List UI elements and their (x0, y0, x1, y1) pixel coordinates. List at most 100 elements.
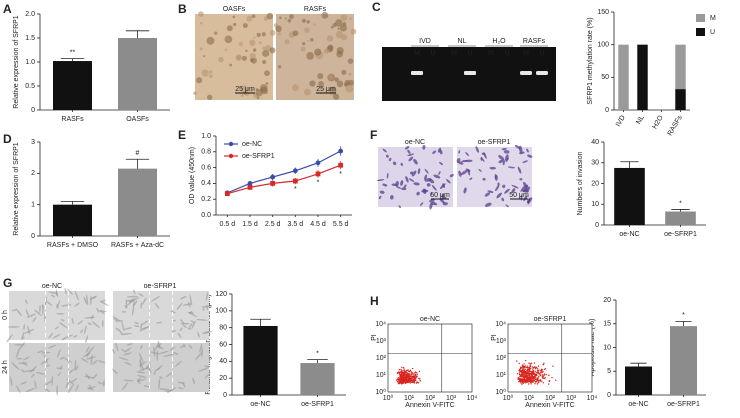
texture (80, 357, 89, 363)
micrograph (457, 147, 532, 207)
texture (309, 80, 316, 87)
texture (218, 56, 224, 63)
texture (494, 174, 498, 181)
flow-dot (533, 362, 536, 364)
flow-dot (524, 359, 527, 362)
image-label: oe-SFRP1 (478, 139, 511, 146)
texture (59, 322, 68, 329)
y-tick-label: 20 (219, 375, 227, 382)
texture (131, 306, 135, 316)
texture (158, 350, 169, 355)
y-tick-label: 30 (591, 160, 599, 167)
texture (30, 373, 35, 378)
flow-dot (522, 369, 525, 371)
texture (187, 327, 192, 330)
texture (388, 157, 392, 162)
y-tick-label: 2 (31, 170, 35, 177)
point (224, 191, 230, 197)
texture (235, 54, 243, 61)
flow-dot (528, 368, 530, 370)
texture (487, 190, 494, 193)
texture (249, 53, 256, 60)
legend-label: M (710, 15, 716, 22)
texture (504, 188, 510, 194)
texture (121, 321, 125, 332)
flow-dot (527, 372, 529, 375)
x-tick-label: OASFs (126, 116, 149, 123)
y-tick-label: 10³ (376, 338, 387, 345)
texture (128, 297, 140, 302)
texture (336, 80, 344, 88)
texture (307, 40, 310, 43)
texture (140, 302, 143, 309)
texture (140, 322, 143, 331)
y-tick-label: 5 (607, 368, 611, 375)
flow-dot (551, 377, 553, 379)
y-tick-label: 0.2 (201, 196, 211, 203)
texture (203, 55, 206, 58)
flow-dot (521, 365, 524, 367)
flow-dot (539, 371, 542, 374)
texture (323, 48, 330, 54)
texture (204, 372, 211, 379)
texture (245, 49, 248, 53)
x-tick-label: oe-SFRP1 (667, 401, 700, 408)
legend-label: U (710, 29, 715, 36)
flow-dot (414, 379, 416, 382)
texture (424, 168, 429, 174)
texture (141, 320, 149, 326)
texture (163, 353, 175, 357)
flow-dot (541, 380, 543, 382)
texture (56, 384, 58, 396)
flow-dot (400, 381, 402, 383)
flow-dot (521, 373, 523, 376)
flow-dot (401, 366, 403, 368)
flow-dot (530, 383, 532, 385)
texture (205, 292, 209, 301)
texture (301, 18, 306, 23)
y-tick-label: 0 (31, 107, 35, 114)
significance: * (682, 312, 685, 319)
texture (489, 166, 497, 170)
x-tick-label: oe-NC (619, 231, 639, 238)
flow-dot (408, 373, 411, 375)
panel-letter: B (178, 2, 187, 16)
y-tick-label: 1.5 (25, 35, 35, 42)
texture (259, 84, 268, 93)
legend-swatch (696, 28, 705, 36)
texture (520, 186, 525, 193)
flow-dot (415, 374, 417, 376)
texture (21, 331, 25, 339)
image-label: OASFs (223, 6, 246, 13)
texture (165, 371, 174, 378)
texture (60, 365, 63, 370)
flow-dot (526, 368, 529, 370)
flow-dot (404, 382, 407, 384)
texture (91, 314, 94, 320)
legend-label: oe-NC (242, 141, 262, 148)
point (292, 178, 298, 184)
texture (39, 304, 41, 314)
flow-dot (537, 365, 540, 367)
texture (232, 15, 236, 19)
flow-dot (403, 374, 406, 377)
flow-dot (400, 383, 403, 385)
flow-dot (397, 377, 400, 379)
texture (258, 41, 262, 45)
texture (321, 11, 329, 19)
y-tick-label: 1.0 (25, 59, 35, 66)
flow-dot (525, 379, 527, 381)
texture (335, 30, 344, 39)
texture (498, 155, 505, 161)
texture (153, 346, 156, 358)
texture (100, 299, 107, 303)
texture (496, 192, 502, 199)
bar (665, 211, 696, 225)
texture (112, 316, 121, 322)
texture (102, 382, 105, 387)
flow-dot (397, 371, 399, 374)
flow-dot (409, 377, 411, 379)
texture (335, 19, 343, 27)
texture (177, 387, 184, 390)
flow-dot (522, 367, 524, 369)
